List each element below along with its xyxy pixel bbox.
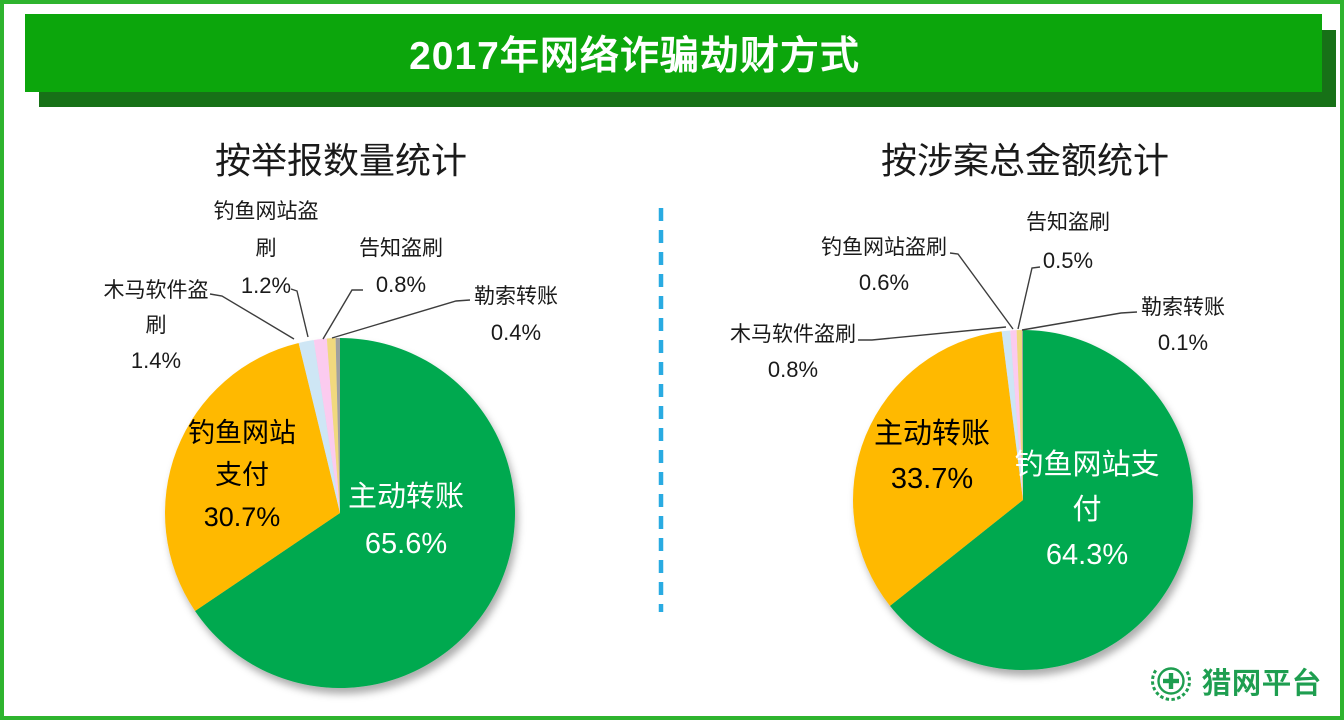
brand-logo: 猎网平台	[1148, 656, 1322, 706]
pie-slice	[1021, 329, 1023, 500]
page-title: 2017年网络诈骗劫财方式	[409, 35, 860, 78]
pie-left	[164, 337, 516, 689]
outside-label: 勒索转账 0.4%	[454, 279, 578, 351]
inside-label: 钓鱼网站支付 30.7%	[182, 412, 302, 538]
title-banner: 2017年网络诈骗劫财方式	[25, 14, 1322, 92]
slice-percent: 0.4%	[490, 320, 542, 345]
pie-slice	[164, 342, 340, 612]
slice-name: 告知盗刷	[359, 237, 443, 260]
leader-lines-left	[209, 288, 471, 340]
slice-percent: 0.8%	[375, 272, 427, 297]
leader-line	[1017, 266, 1041, 330]
leader-line	[322, 289, 363, 340]
slice-name: 钓鱼网站盗刷	[213, 200, 319, 260]
slice-percent: 0.6%	[858, 270, 910, 295]
leader-line	[290, 288, 309, 338]
slice-percent: 33.7%	[890, 463, 974, 495]
pie-slice	[326, 338, 340, 513]
slice-percent: 65.6%	[364, 528, 448, 560]
pie-slice	[298, 339, 340, 513]
slice-name: 勒索转账	[1141, 296, 1225, 319]
slice-percent: 64.3%	[1045, 539, 1129, 571]
pie-slice	[1001, 330, 1023, 500]
leader-lines-right	[858, 252, 1138, 341]
outside-label: 告知盗刷 0.5%	[1006, 204, 1130, 280]
slice-percent: 0.1%	[1157, 330, 1209, 355]
pie-slice	[889, 330, 1193, 670]
slice-name: 钓鱼网站支付	[1014, 449, 1160, 526]
left-chart-title: 按举报数量统计	[214, 140, 467, 181]
right-chart-title: 按涉案总金额统计	[880, 140, 1169, 181]
slice-name: 木马软件盗刷	[103, 279, 209, 337]
outside-label: 钓鱼网站盗刷 1.2%	[210, 193, 322, 304]
slice-percent: 1.4%	[130, 348, 182, 373]
outside-label: 钓鱼网站盗刷 0.6%	[814, 230, 954, 300]
outside-label: 木马软件盗刷 0.8%	[723, 317, 863, 387]
slice-percent: 30.7%	[203, 502, 281, 532]
wreath-cross-icon	[1151, 667, 1191, 701]
slice-name: 木马软件盗刷	[730, 323, 856, 346]
pie-slice	[1010, 330, 1023, 500]
slice-percent: 0.8%	[767, 357, 819, 382]
slice-name: 主动转账	[347, 481, 464, 513]
leader-line	[331, 299, 471, 339]
pie-slice	[1016, 330, 1023, 500]
leader-line	[949, 252, 1014, 330]
outside-label: 告知盗刷 0.8%	[339, 231, 463, 303]
brand-name: 猎网平台	[1202, 668, 1323, 700]
slice-name: 勒索转账	[474, 285, 558, 308]
slice-name: 钓鱼网站盗刷	[821, 236, 947, 259]
leader-line	[209, 293, 295, 340]
outside-label: 勒索转账 0.1%	[1121, 290, 1245, 360]
slice-name: 主动转账	[873, 418, 990, 450]
slice-percent: 1.2%	[240, 273, 292, 298]
inside-label: 钓鱼网站支付 64.3%	[1007, 443, 1167, 578]
inside-label: 主动转账 33.7%	[842, 412, 1022, 502]
pie-slice	[852, 331, 1023, 606]
slice-name: 钓鱼网站支付	[188, 418, 296, 490]
pie-slice	[313, 338, 340, 513]
inside-label: 主动转账 65.6%	[316, 474, 496, 568]
pie-slice	[335, 338, 340, 513]
pie-slice	[195, 337, 516, 689]
slice-name: 告知盗刷	[1026, 211, 1110, 234]
pie-right	[852, 329, 1193, 670]
outside-label: 木马软件盗刷 1.4%	[100, 273, 212, 378]
leader-line	[858, 326, 1007, 341]
slice-percent: 0.5%	[1042, 248, 1094, 273]
leader-line	[1021, 311, 1138, 331]
